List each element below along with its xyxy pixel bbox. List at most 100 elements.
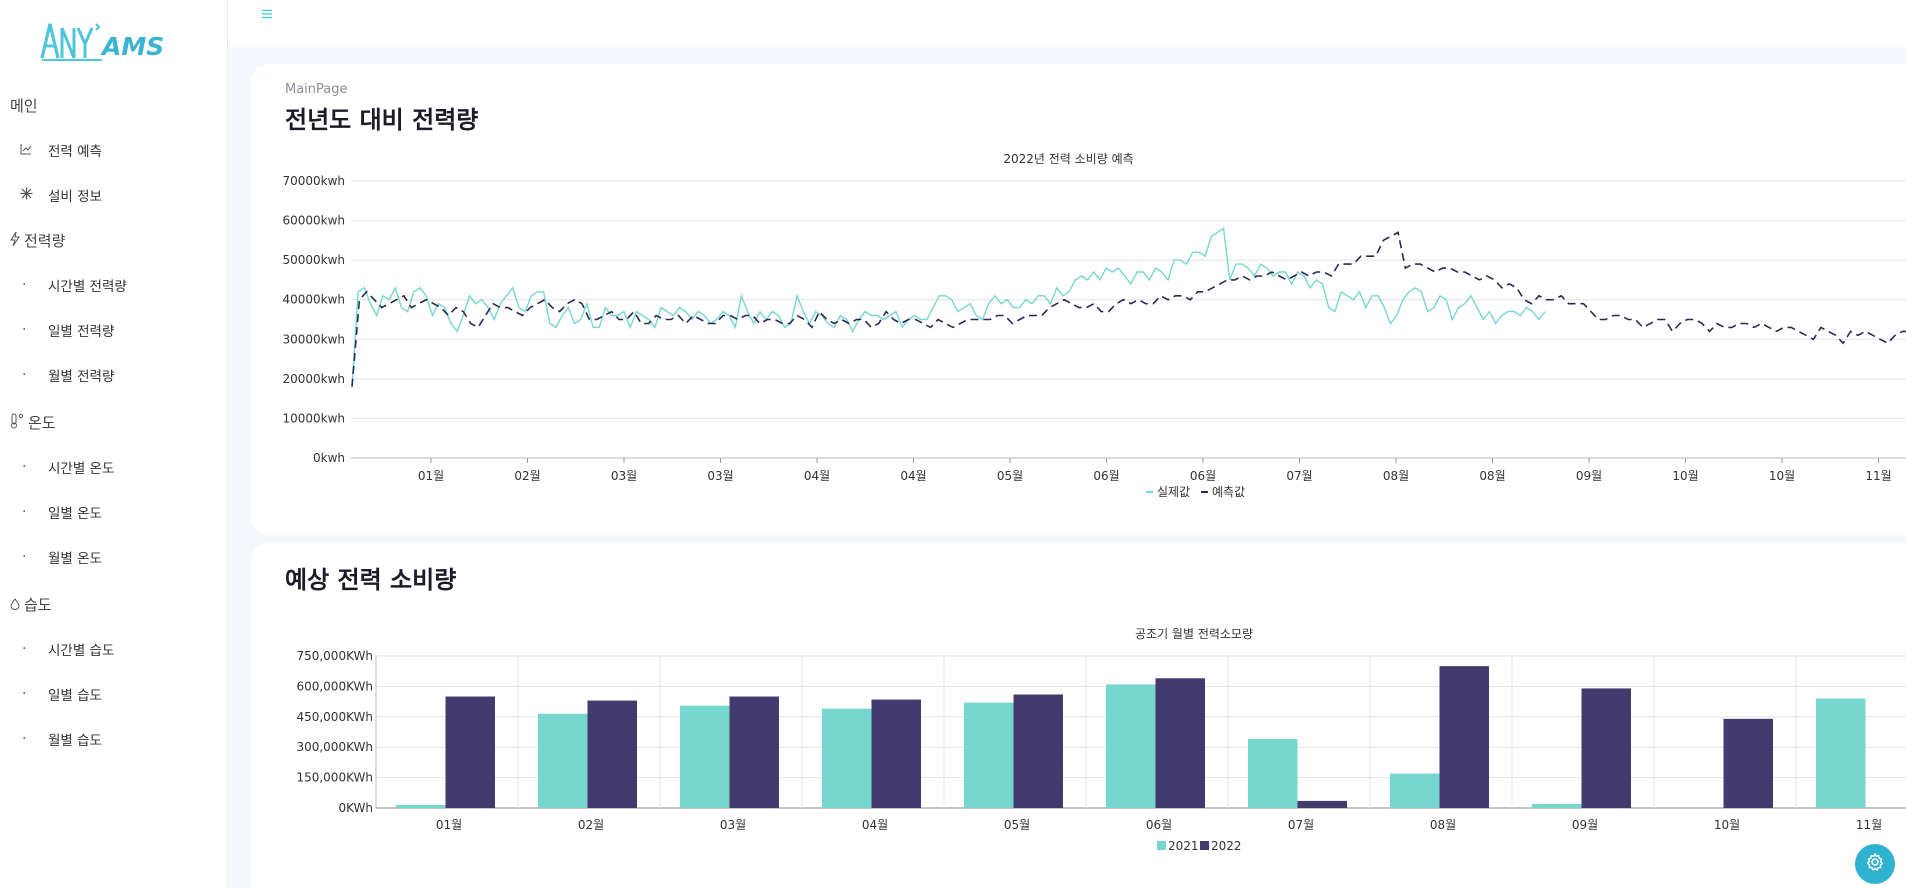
lightning-icon: [10, 231, 20, 250]
y-tick-label: 450,000KWh: [296, 710, 373, 724]
bar-2022: [1013, 694, 1063, 808]
snowflake-icon: [20, 187, 48, 203]
x-tick-label: 07월: [1288, 818, 1314, 832]
breadcrumb: MainPage: [285, 82, 348, 97]
x-tick-label: 02월: [514, 469, 540, 483]
x-tick-label: 10월: [1714, 818, 1740, 832]
settings-button[interactable]: [1855, 844, 1895, 884]
nav-section-main-label: 메인: [10, 97, 38, 115]
x-tick-label: 09월: [1572, 818, 1598, 832]
bar-2021: [1390, 773, 1440, 808]
sidebar-item-monthly-power[interactable]: · 월별 전력량: [20, 365, 114, 385]
sidebar-item-equipment-info[interactable]: 설비 정보: [20, 185, 102, 205]
series-line-predicted: [351, 231, 1906, 387]
x-tick-label: 06월: [1093, 469, 1119, 483]
sidebar-item-daily-temp[interactable]: · 일별 온도: [20, 502, 102, 522]
x-tick-label: 01월: [418, 469, 444, 483]
x-tick-label: 03월: [707, 469, 733, 483]
legend-label-2021: 2021: [1168, 839, 1199, 853]
x-tick-label: 03월: [720, 818, 746, 832]
legend-label-predicted: 예측값: [1212, 485, 1245, 499]
sidebar-item-hourly-power[interactable]: · 시간별 전력량: [20, 275, 127, 295]
y-tick-label: 50000kwh: [282, 253, 345, 267]
sidebar-item-hourly-temp[interactable]: · 시간별 온도: [20, 457, 114, 477]
nav-section-power: 전력량: [10, 230, 65, 251]
series-line-actual: [351, 227, 1546, 387]
x-tick-label: 04월: [900, 469, 926, 483]
nav-section-humidity-label: 습도: [24, 596, 52, 614]
bullet-icon: ·: [22, 504, 27, 520]
bullet-icon: ·: [22, 277, 27, 293]
logo-graphic: [40, 23, 102, 61]
x-tick-label: 08월: [1430, 818, 1456, 832]
droplet-icon: [10, 596, 20, 614]
hamburger-icon[interactable]: [261, 6, 273, 24]
x-tick-label: 02월: [578, 818, 604, 832]
x-tick-label: 04월: [862, 818, 888, 832]
y-tick-label: 10000kwh: [282, 411, 345, 425]
sidebar-item-label: 전력 예측: [48, 144, 102, 160]
sidebar-item-monthly-humidity[interactable]: · 월별 습도: [20, 729, 102, 749]
bar-2021: [822, 708, 872, 808]
y-tick-label: 0KWh: [338, 801, 373, 815]
bar-2022: [729, 696, 779, 808]
sidebar-item-label: 월별 전력량: [48, 369, 115, 385]
bar-chart-title: 공조기 월별 전력소모량: [1135, 627, 1253, 641]
y-tick-label: 30000kwh: [282, 332, 345, 346]
y-tick-label: 750,000KWh: [296, 649, 373, 663]
bar-2022: [1155, 678, 1205, 808]
bar-2022: [587, 700, 637, 808]
bullet-icon: ·: [22, 641, 27, 657]
bar-2022: [1439, 666, 1489, 808]
sidebar-item-power-forecast[interactable]: 전력 예측: [20, 140, 102, 160]
sidebar-item-label: 일별 전력량: [48, 324, 115, 340]
x-tick-label: 05월: [997, 469, 1023, 483]
bar-2021: [1106, 684, 1156, 808]
bar-2021: [1816, 698, 1866, 808]
x-tick-label: 10월: [1672, 469, 1698, 483]
top-header: [228, 0, 1906, 47]
sidebar-item-daily-humidity[interactable]: · 일별 습도: [20, 684, 102, 704]
y-tick-label: 150,000KWh: [296, 771, 373, 785]
logo[interactable]: AMS: [40, 20, 165, 64]
bullet-icon: ·: [22, 322, 27, 338]
sidebar-item-label: 시간별 습도: [48, 643, 115, 659]
section-title: 예상 전력 소비량: [285, 566, 457, 594]
nav-section-main: 메인: [10, 95, 38, 116]
legend-label-actual: 실제값: [1157, 485, 1190, 499]
x-tick-label: 11월: [1856, 818, 1882, 832]
legend-swatch-2021: [1157, 841, 1166, 850]
sidebar-item-daily-power[interactable]: · 일별 전력량: [20, 320, 114, 340]
line-chart: 2022년 전력 소비량 예측 70000kwh 60000kwh 50000kwh 4…: [282, 152, 1906, 499]
bar-2021: [1532, 803, 1582, 808]
gear-icon: [1865, 852, 1885, 876]
x-tick-label: 10월: [1769, 469, 1795, 483]
bar-2021: [396, 804, 446, 808]
y-tick-label: 70000kwh: [282, 174, 345, 188]
x-tick-label: 03월: [611, 469, 637, 483]
bar-2022: [871, 699, 921, 808]
bar-2021: [964, 702, 1014, 808]
x-tick-label: 11월: [1865, 469, 1891, 483]
bar-2022: [1297, 800, 1347, 808]
y-tick-label: 40000kwh: [282, 293, 345, 307]
x-tick-label: 08월: [1383, 469, 1409, 483]
sidebar-item-label: 시간별 전력량: [48, 279, 127, 295]
sidebar-item-label: 시간별 온도: [48, 461, 115, 477]
line-chart-title: 2022년 전력 소비량 예측: [1003, 152, 1133, 166]
nav-section-temperature: 온도: [10, 412, 56, 433]
sidebar-item-hourly-humidity[interactable]: · 시간별 습도: [20, 639, 114, 659]
x-tick-label: 08월: [1479, 469, 1505, 483]
page-title: 전년도 대비 전력량: [285, 106, 479, 134]
chart-line-icon: [20, 143, 48, 158]
y-tick-label: 600,000KWh: [296, 679, 373, 693]
thermometer-icon: [10, 413, 24, 433]
bar-2022: [445, 696, 495, 808]
logo-text: AMS: [102, 32, 165, 61]
x-tick-label: 05월: [1004, 818, 1030, 832]
legend-label-2022: 2022: [1211, 839, 1242, 853]
legend-swatch-2022: [1200, 841, 1209, 850]
y-tick-label: 300,000KWh: [296, 740, 373, 754]
sidebar-item-monthly-temp[interactable]: · 월별 온도: [20, 547, 102, 567]
bar-2021: [1248, 739, 1298, 808]
